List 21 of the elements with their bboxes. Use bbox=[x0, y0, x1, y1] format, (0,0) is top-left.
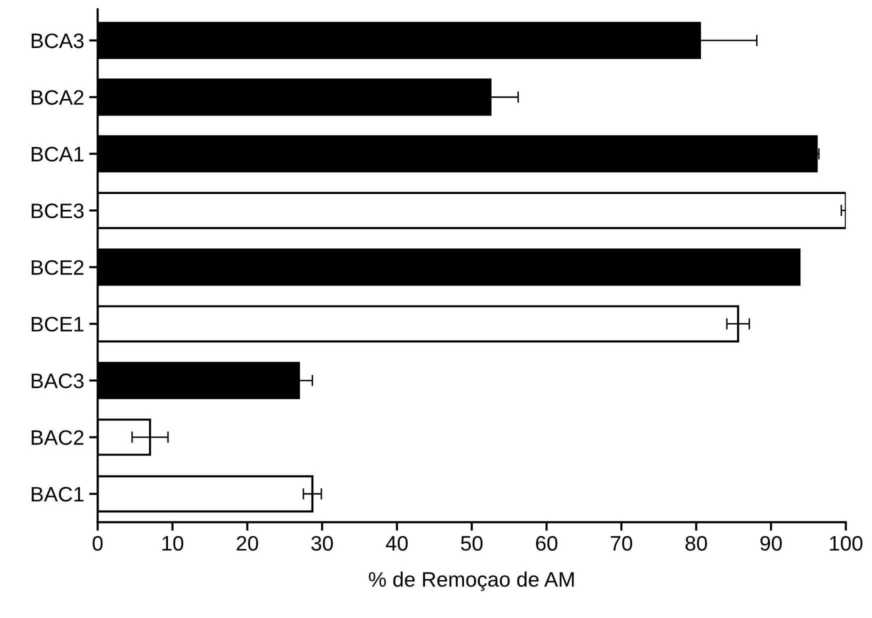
x-tick-label: 30 bbox=[311, 536, 333, 551]
x-tick-label: 80 bbox=[686, 536, 707, 551]
y-tick-label: BAC2 bbox=[32, 430, 84, 445]
y-tick-label: BAC3 bbox=[32, 374, 84, 388]
x-tick-label: 50 bbox=[461, 536, 483, 551]
y-tick-label: BCA2 bbox=[32, 90, 84, 105]
x-tick-label: 20 bbox=[236, 536, 258, 551]
y-tick-label: BCA3 bbox=[32, 33, 84, 48]
x-axis-title: % de Remoçao de AM bbox=[368, 571, 574, 592]
y-tick-label: BAC1 bbox=[32, 486, 84, 502]
x-tick-label: 10 bbox=[162, 536, 184, 551]
x-tick-label: 90 bbox=[760, 536, 782, 551]
y-tick-label: BCE2 bbox=[32, 260, 84, 275]
y-tick-label: BCA1 bbox=[32, 146, 84, 162]
x-tick-label: 100 bbox=[830, 536, 862, 551]
y-tick-label: BCE1 bbox=[32, 316, 84, 332]
x-tick-label: 0 bbox=[92, 536, 103, 551]
y-tick-label: BCE3 bbox=[32, 203, 84, 218]
x-tick-label: 40 bbox=[386, 536, 408, 551]
x-tick-label: 60 bbox=[536, 536, 558, 551]
x-tick-label: 70 bbox=[610, 536, 632, 551]
